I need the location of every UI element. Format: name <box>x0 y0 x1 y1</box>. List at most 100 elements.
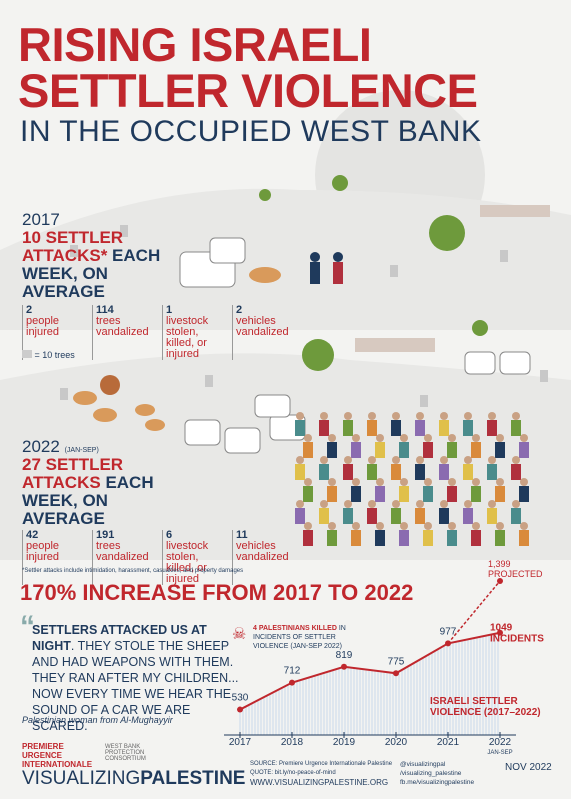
person-head <box>376 434 384 442</box>
point <box>289 679 295 686</box>
date: NOV 2022 <box>505 762 552 773</box>
sheep <box>73 267 281 431</box>
person <box>423 442 433 458</box>
brand: VISUALIZINGPALESTINE <box>22 768 245 790</box>
legend: = 10 trees <box>22 350 75 360</box>
person-head <box>376 522 384 530</box>
stat-label: vehicles vandalized <box>236 315 289 338</box>
person-head <box>320 412 328 420</box>
x-tick-label: 2017 <box>229 737 252 748</box>
person-head <box>328 478 336 486</box>
stat-value: 42 <box>26 529 39 541</box>
legend-text: = 10 trees <box>34 350 75 360</box>
person-head <box>472 434 480 442</box>
value-label: 819 <box>336 650 353 661</box>
stat: 191 trees vandalized <box>92 530 156 585</box>
crowd <box>295 412 529 546</box>
person-head <box>344 412 352 420</box>
person <box>487 464 497 480</box>
quote: SETTLERS ATTACKED US AT NIGHT. THEY STOL… <box>32 622 242 734</box>
person <box>367 420 377 436</box>
person <box>447 486 457 502</box>
person-head <box>304 434 312 442</box>
person-head <box>448 522 456 530</box>
person-head <box>304 478 312 486</box>
stat-label: trees vandalized <box>96 540 149 563</box>
person <box>351 486 361 502</box>
year-text: 2022 <box>22 437 60 456</box>
site: WWW.VISUALIZINGPALESTINE.ORG <box>250 778 389 787</box>
x-tick-label: 2021 <box>437 737 460 748</box>
person <box>319 464 329 480</box>
headline-rest: EACH WEEK, ON AVERAGE <box>22 246 161 301</box>
person-head <box>392 456 400 464</box>
person <box>375 530 385 546</box>
social-item: @visualizingpal <box>400 761 446 768</box>
person-head <box>440 500 448 508</box>
person-head <box>296 412 304 420</box>
person-head <box>376 478 384 486</box>
person <box>463 420 473 436</box>
stat-label: people injured <box>26 315 60 338</box>
person <box>295 508 305 524</box>
title-line: SETTLER VIOLENCE <box>18 64 478 117</box>
point <box>445 640 451 647</box>
x-tick-label: 2019 <box>333 737 356 748</box>
headline-red: 27 SETTLER ATTACKS <box>22 455 124 492</box>
person-head <box>392 500 400 508</box>
person <box>391 464 401 480</box>
person-head <box>320 500 328 508</box>
person-head <box>416 500 424 508</box>
person-head <box>400 478 408 486</box>
category-note: JAN-SEP <box>487 750 512 756</box>
person-head <box>400 522 408 530</box>
org-logo: WEST BANK PROTECTION CONSORTIUM <box>105 744 146 762</box>
value-label: 1049 <box>490 623 513 634</box>
stat-label: people injured <box>26 540 60 563</box>
person <box>463 464 473 480</box>
value-label: 977 <box>440 626 457 637</box>
stat: 114 trees vandalized <box>92 305 156 360</box>
person <box>511 464 521 480</box>
hill <box>0 188 571 330</box>
brand-light: VISUALIZING <box>22 768 141 789</box>
x-tick-label: 2018 <box>281 737 304 748</box>
person <box>471 442 481 458</box>
person-head <box>512 412 520 420</box>
annotation-text: IN INCIDENTS OF SETTLER VIOLENCE (JAN-SE… <box>253 625 346 650</box>
stat-label: trees vandalized <box>96 315 149 338</box>
person <box>487 508 497 524</box>
headline: 10 SETTLER ATTACKS* EACH WEEK, ON AVERAG… <box>22 229 192 301</box>
projection-line <box>447 580 501 644</box>
person-head <box>424 478 432 486</box>
person-head <box>520 522 528 530</box>
houses <box>355 205 550 352</box>
value-label: 712 <box>284 666 301 677</box>
title-line: RISING ISRAELI <box>18 18 372 71</box>
person-head <box>328 434 336 442</box>
person-head <box>472 478 480 486</box>
person <box>327 442 337 458</box>
person <box>487 420 497 436</box>
person-head <box>520 478 528 486</box>
person <box>367 508 377 524</box>
person <box>375 442 385 458</box>
stat: 1 livestock stolen, killed, or injured <box>162 305 226 360</box>
social-item: fb.me/visualizingpalestine <box>400 779 475 786</box>
person-head <box>488 500 496 508</box>
person-head <box>400 434 408 442</box>
person <box>439 420 449 436</box>
person-head <box>520 434 528 442</box>
person <box>319 420 329 436</box>
stat-value: 11 <box>236 529 248 541</box>
subtitle: IN THE OCCUPIED WEST BANK <box>20 115 482 148</box>
person-head <box>512 500 520 508</box>
person-head <box>440 456 448 464</box>
stats: 2 people injured 114 trees vandalized 1 lives… <box>22 305 296 360</box>
person <box>391 420 401 436</box>
person-head <box>424 434 432 442</box>
line <box>239 631 501 711</box>
person <box>511 508 521 524</box>
